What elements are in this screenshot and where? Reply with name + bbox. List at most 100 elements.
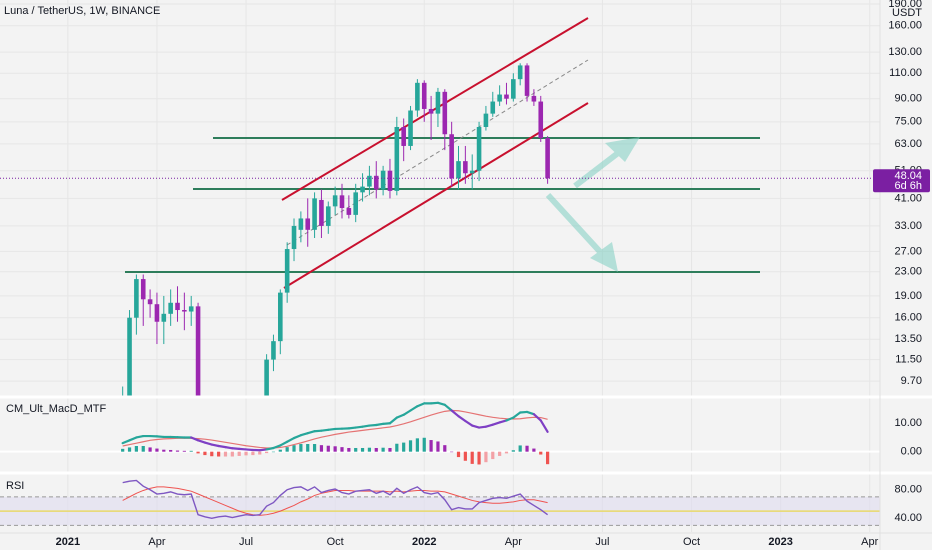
candle-body [161,313,167,322]
histogram-bar [470,451,474,464]
histogram-bar [532,448,536,452]
x-tick-label: Apr [148,536,165,548]
candle-body [483,113,489,127]
macd-segment [258,448,268,452]
histogram-bar [491,451,495,460]
macd-segment [265,446,275,451]
candle-body [463,161,468,174]
candle-body [476,126,482,171]
candle-body [504,94,509,99]
macd-segment [464,419,474,427]
histogram-bar [196,451,200,454]
candle-body [401,126,406,146]
macd-segment [382,422,392,425]
macd-segment [135,434,145,439]
candle-body [140,279,146,300]
macd-segment [347,426,357,430]
y-tick-label: 63.00 [894,138,922,150]
candle-body [538,101,544,139]
labels: 190.00160.00130.00110.0090.0075.0063.005… [56,0,930,548]
histogram-bar [518,445,522,452]
y-tick-label: 130.00 [888,46,922,58]
countdown-label: 6d 6h [894,180,922,192]
panel-marks [0,63,880,396]
histogram-bar [306,444,310,452]
macd-segment [532,413,542,422]
histogram-bar [539,451,543,455]
histogram-bar [162,449,166,452]
histogram-bar [271,451,276,453]
histogram-bar [182,450,186,452]
candle-body [387,170,393,191]
channel-lower [283,102,589,289]
candle-body [147,299,153,305]
histogram-bar [347,447,351,452]
macd-segment [539,419,549,433]
y-tick-label: 9.70 [901,375,922,387]
last-price-label: 48.04 [894,170,922,182]
macd-segment [217,444,227,449]
y-tick-label: 0.00 [901,446,922,458]
candle-body [442,91,448,135]
candle-body [134,279,139,318]
candle-body [264,359,269,396]
candle-body [291,225,297,250]
histogram-bar [498,451,502,456]
arrow-head [605,137,640,162]
candle-body [332,195,338,207]
y-tick-label: 16.00 [894,312,922,324]
candle-body [421,82,427,109]
histogram-bar [443,445,447,452]
candle-body [469,170,475,174]
candle-body [449,134,454,179]
histogram-bar [230,451,234,457]
macd-segment [286,436,296,443]
macd-segment [279,440,289,447]
macd-segment [155,435,165,439]
macd-segment [231,447,241,450]
macd-segment [443,403,453,412]
macd-segment [210,443,220,448]
histogram-bar [422,437,426,452]
histogram-bar [360,447,365,452]
y-tick-label: 11.50 [895,353,922,365]
x-tick-label: Oct [683,536,700,548]
candle-body [490,101,496,114]
candle-body [188,306,194,312]
x-tick-label: 2021 [56,536,80,548]
candle-body [428,108,434,114]
rsi_ma-line [122,486,548,516]
histogram-bar [511,450,515,452]
candle-body [182,310,187,312]
indicator-title: RSI [6,480,24,492]
panel-marks [0,479,880,526]
arrow-head [590,242,618,272]
y-tick-label: 41.00 [894,192,922,204]
candle-body [435,91,441,114]
histogram-bar [463,451,467,461]
histogram-bar [278,449,282,452]
candle-body [517,65,523,80]
histogram-bar [189,450,193,452]
histogram-bar [148,447,152,452]
histogram-bar [374,447,378,452]
arrow-down [545,192,618,272]
marks [0,63,880,526]
channel-upper [281,17,589,201]
y-tick-label: 10.00 [894,417,922,429]
macd-segment [477,425,488,429]
candle-body [360,186,365,193]
macd-segment [313,429,323,433]
candle-body [127,317,132,396]
y-tick-label: 160.00 [888,20,922,32]
histogram-bar [141,446,145,452]
histogram-bar [258,451,262,455]
histogram-bar [299,444,303,452]
indicator-title: CM_Ult_MacD_MTF [6,403,107,415]
macd-segment [388,416,398,425]
histogram-bar [340,447,344,452]
histogram-bar [450,451,454,453]
candle-body [312,198,317,230]
histogram-bar [484,451,488,463]
macd-segment [484,423,494,428]
